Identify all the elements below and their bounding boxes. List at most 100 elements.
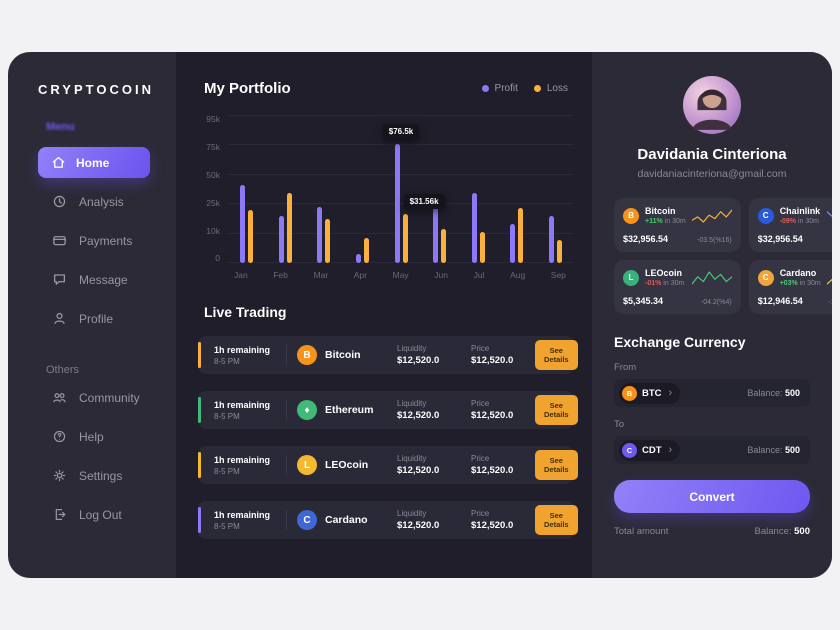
sidebar-item-logout[interactable]: Log Out: [38, 495, 176, 534]
bar-profit-may[interactable]: [394, 143, 400, 263]
x-tick-label: Sep: [550, 270, 566, 280]
card-value: $12,946.54: [757, 296, 803, 306]
x-tick-label: Feb: [273, 270, 288, 280]
crypto-card[interactable]: B Bitcoin +11% in 30m $32,956.54 -03.5(%…: [614, 198, 741, 252]
sidebar-item-label: Home: [76, 155, 110, 170]
exchange-title: Exchange Currency: [614, 334, 746, 350]
sidebar-item-analysis[interactable]: Analysis: [38, 182, 176, 221]
bar-loss-sep[interactable]: [557, 239, 562, 263]
sidebar-item-home[interactable]: Home: [38, 147, 150, 178]
bar-profit-jul[interactable]: [471, 192, 477, 263]
total-balance-value: 500: [794, 526, 810, 537]
sidebar-item-message[interactable]: Message: [38, 260, 176, 299]
y-tick-label: 10k: [206, 225, 220, 236]
bar-profit-aug[interactable]: [510, 224, 516, 263]
portfolio-bar-chart: 95k 75k 50k 25k 10k 0 $76.5k $31.56k Jan Feb Mar…: [198, 115, 574, 280]
home-icon: [51, 155, 66, 170]
see-details-button[interactable]: See Details: [535, 450, 578, 480]
trading-row[interactable]: 1h remaining 8-5 PM L LEOcoin Liquidity …: [198, 446, 578, 484]
see-details-button[interactable]: See Details: [535, 395, 578, 425]
see-details-button[interactable]: See Details: [535, 505, 578, 535]
bar-loss-may[interactable]: [402, 213, 408, 263]
to-balance: Balance: 500: [747, 445, 800, 455]
bar-profit-apr[interactable]: [355, 253, 361, 263]
total-balance-label: Balance:: [754, 526, 792, 537]
sidebar: CRYPTOCOIN Menu Home Analysis Payments M…: [8, 52, 176, 578]
user-icon: [52, 311, 67, 326]
time-remaining: 1h remaining: [214, 454, 271, 465]
y-tick-label: 75k: [206, 141, 220, 152]
liquidity-value: $12,520.0: [397, 355, 440, 366]
card-coin-name: Chainlink: [779, 206, 821, 216]
chart-legend: Profit Loss: [481, 83, 568, 94]
card-sub-change: -12.77(%20): [828, 299, 832, 306]
x-tick-label: Mar: [313, 270, 329, 280]
crypto-card[interactable]: C Cardano +03% in 30m $12,946.54 -12.77(…: [748, 260, 832, 314]
sidebar-item-label: Community: [79, 390, 140, 405]
chart-bars: $76.5k $31.56k: [228, 115, 574, 263]
x-tick-label: Apr: [353, 270, 368, 280]
sidebar-item-community[interactable]: Community: [38, 378, 176, 417]
chart-y-axis: 95k 75k 50k 25k 10k 0: [198, 115, 228, 263]
coin-icon: C: [297, 510, 317, 530]
legend-profit-label: Profit: [494, 83, 518, 94]
coin-icon: L: [297, 455, 317, 475]
loss-dot-icon: [533, 85, 541, 92]
bar-profit-mar[interactable]: [317, 206, 323, 263]
y-tick-label: 0: [215, 253, 220, 264]
trading-rows: 1h remaining 8-5 PM B Bitcoin Liquidity …: [198, 336, 578, 539]
from-currency-code: BTC: [642, 387, 662, 399]
sidebar-item-help[interactable]: Help: [38, 417, 176, 456]
y-tick-label: 95k: [206, 114, 220, 124]
app-logo: CRYPTOCOIN: [38, 82, 154, 97]
trading-row[interactable]: 1h remaining 8-5 PM C Cardano Liquidity …: [198, 501, 578, 539]
bar-profit-jan[interactable]: [240, 185, 245, 263]
bar-profit-jun[interactable]: [433, 206, 439, 263]
convert-button[interactable]: Convert: [614, 480, 810, 513]
gear-icon: [52, 468, 67, 483]
liquidity-value: $12,520.0: [397, 520, 440, 531]
to-currency-select[interactable]: C CDT ›: [619, 439, 681, 461]
see-details-button[interactable]: See Details: [535, 340, 578, 370]
legend-profit: Profit: [481, 83, 518, 94]
bar-loss-mar[interactable]: [325, 219, 331, 263]
chart-tooltip: $76.5k: [382, 123, 420, 139]
from-label: From: [614, 362, 637, 373]
bar-loss-jun[interactable]: [441, 228, 447, 263]
sidebar-item-payments[interactable]: Payments: [38, 221, 176, 260]
sidebar-item-profile[interactable]: Profile: [38, 299, 176, 338]
chevron-right-icon: ›: [668, 443, 673, 456]
bar-loss-aug[interactable]: [518, 208, 524, 263]
sidebar-item-settings[interactable]: Settings: [38, 456, 176, 495]
cdt-icon: C: [622, 442, 637, 458]
coin-name: LEOcoin: [325, 459, 369, 471]
time-remaining: 1h remaining: [214, 344, 271, 355]
price-label: Price: [471, 509, 490, 518]
avatar[interactable]: [683, 76, 741, 134]
card-coin-name: LEOcoin: [645, 268, 683, 278]
dashboard-window: CRYPTOCOIN Menu Home Analysis Payments M…: [8, 52, 832, 578]
bar-profit-sep[interactable]: [549, 216, 554, 263]
community-icon: [52, 390, 67, 405]
bar-loss-feb[interactable]: [286, 192, 292, 263]
trading-row[interactable]: 1h remaining 8-5 PM B Bitcoin Liquidity …: [198, 336, 578, 374]
card-coin-icon: C: [757, 207, 774, 224]
bar-group-mar: [317, 115, 331, 263]
crypto-card[interactable]: L LEOcoin -01% in 30m $5,345.34 -04.2(%4…: [614, 260, 741, 314]
card-sparkline: [826, 278, 832, 285]
time-remaining: 1h remaining: [214, 509, 271, 520]
bar-profit-feb[interactable]: [278, 216, 284, 263]
card-coin-name: Cardano: [779, 268, 817, 278]
from-currency-select[interactable]: B BTC ›: [619, 382, 681, 404]
bar-loss-jul[interactable]: [479, 231, 485, 263]
bar-loss-apr[interactable]: [363, 238, 369, 263]
bar-group-apr: [355, 115, 369, 263]
live-trading-title: Live Trading: [204, 304, 287, 320]
bar-loss-jan[interactable]: [248, 210, 253, 263]
price-value: $12,520.0: [471, 465, 514, 476]
row-accent: [198, 342, 201, 368]
time-period: 8-5 PM: [214, 521, 240, 531]
total-balance: Balance: 500: [755, 526, 810, 537]
trading-row[interactable]: 1h remaining 8-5 PM ♦ Ethereum Liquidity…: [198, 391, 578, 429]
crypto-card[interactable]: C Chainlink -09% in 30m $32,956.54 -13.1…: [748, 198, 832, 252]
